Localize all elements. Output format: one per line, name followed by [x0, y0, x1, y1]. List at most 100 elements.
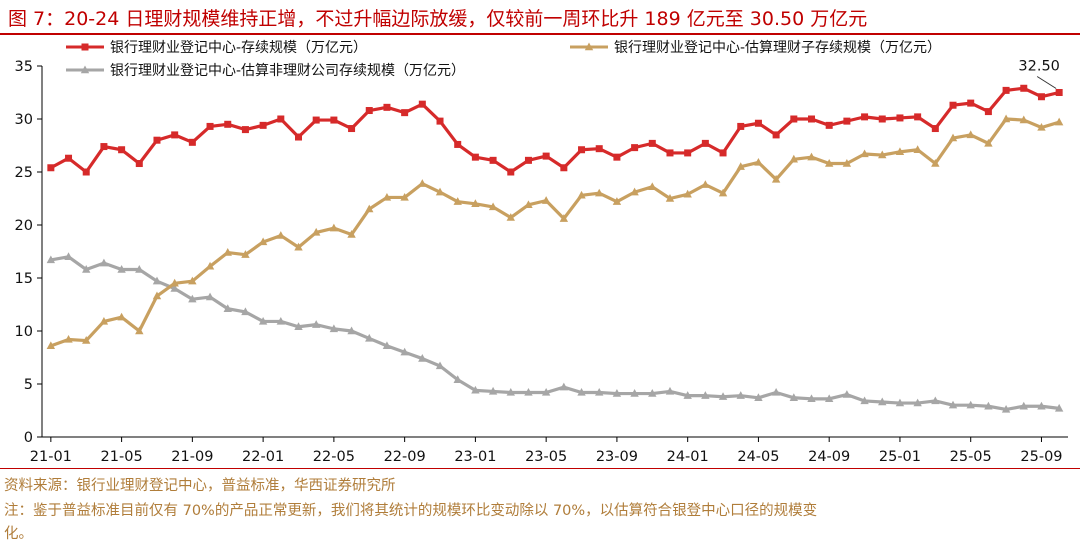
data-point [631, 144, 639, 152]
x-tick-label: 22-01 [242, 449, 284, 465]
data-point [454, 140, 462, 148]
data-point [64, 334, 73, 343]
data-point [701, 180, 710, 188]
data-point [489, 156, 497, 164]
data-point [843, 117, 851, 125]
data-point [860, 396, 869, 405]
data-point [435, 187, 445, 196]
data-point [152, 291, 162, 300]
data-point [400, 347, 409, 356]
y-tick-label: 5 [24, 377, 33, 393]
data-point [701, 391, 710, 399]
data-point [152, 276, 162, 285]
series-0 [47, 84, 1063, 176]
data-point [241, 307, 250, 316]
data-point [578, 146, 586, 154]
data-point [595, 387, 604, 396]
data-point [47, 164, 55, 172]
data-point [82, 168, 90, 176]
data-point [382, 341, 392, 350]
x-tick-label: 22-05 [313, 449, 355, 465]
data-point [330, 116, 338, 124]
legend: 银行理财业登记中心-存续规模（万亿元） 银行理财业登记中心-估算理财子存续规模（万… [66, 39, 941, 79]
legend-marker [80, 65, 90, 74]
data-point [541, 196, 551, 204]
data-point [1055, 89, 1063, 96]
data-point [718, 188, 728, 197]
data-point [135, 265, 144, 273]
data-point [65, 154, 73, 162]
data-point [153, 136, 161, 144]
data-point [790, 115, 798, 123]
data-point [205, 292, 215, 301]
data-point [1037, 93, 1045, 101]
data-point [931, 159, 940, 167]
chart-title: 图 7：20-24 日理财规模维持正增，不过升幅边际放缓，仅较前一周环比升 18… [8, 8, 868, 30]
data-point [294, 242, 303, 251]
data-point [471, 199, 480, 207]
data-point [1054, 403, 1064, 412]
data-point [967, 99, 975, 107]
data-point [984, 108, 992, 116]
series-line-1 [50, 117, 1060, 348]
data-point [329, 324, 339, 333]
data-point [241, 250, 250, 258]
x-tick-label: 23-01 [454, 449, 496, 465]
y-tick-label: 25 [15, 165, 33, 181]
data-point [736, 162, 745, 170]
data-point [1019, 115, 1028, 124]
data-point [842, 159, 852, 167]
data-point [418, 100, 426, 108]
data-point [560, 164, 568, 172]
x-tick-label: 24-09 [808, 449, 850, 465]
data-point [896, 114, 904, 122]
data-point [648, 182, 657, 191]
data-point [401, 109, 409, 117]
data-point [117, 265, 126, 273]
data-point [665, 386, 675, 395]
data-point [559, 382, 569, 391]
data-point [966, 400, 975, 409]
footer-divider [0, 468, 1080, 469]
data-point [258, 237, 268, 246]
data-point [1001, 114, 1011, 123]
data-point [347, 326, 356, 335]
data-point [966, 130, 975, 139]
data-point [1019, 401, 1028, 410]
data-point [807, 394, 816, 403]
data-point [808, 115, 815, 123]
data-point [418, 354, 427, 362]
data-point [559, 214, 569, 222]
data-point [312, 116, 320, 124]
data-point [861, 113, 869, 121]
data-point [295, 133, 302, 141]
data-point [719, 149, 727, 157]
data-point [1054, 117, 1064, 126]
data-point [46, 341, 56, 350]
y-tick-label: 10 [15, 324, 33, 340]
data-point [648, 389, 657, 397]
data-point [701, 139, 709, 147]
annotation-label: 32.50 [1018, 59, 1060, 75]
data-point [488, 386, 498, 395]
data-point [824, 394, 834, 403]
data-point [613, 153, 621, 161]
data-point [329, 223, 339, 232]
data-point [1020, 84, 1028, 92]
data-point [524, 156, 532, 164]
data-point [118, 146, 126, 154]
data-point [206, 122, 214, 130]
data-point [1037, 401, 1046, 410]
data-point [259, 121, 267, 129]
data-point [842, 390, 852, 398]
data-point [224, 120, 232, 128]
x-tick-label: 25-09 [1020, 449, 1062, 465]
data-point [771, 387, 781, 396]
x-tick-label: 21-09 [171, 449, 213, 465]
data-point [754, 157, 763, 166]
data-point [789, 154, 799, 163]
data-point [913, 398, 922, 407]
data-point [276, 316, 286, 325]
data-point [348, 125, 356, 133]
data-point [595, 188, 604, 197]
